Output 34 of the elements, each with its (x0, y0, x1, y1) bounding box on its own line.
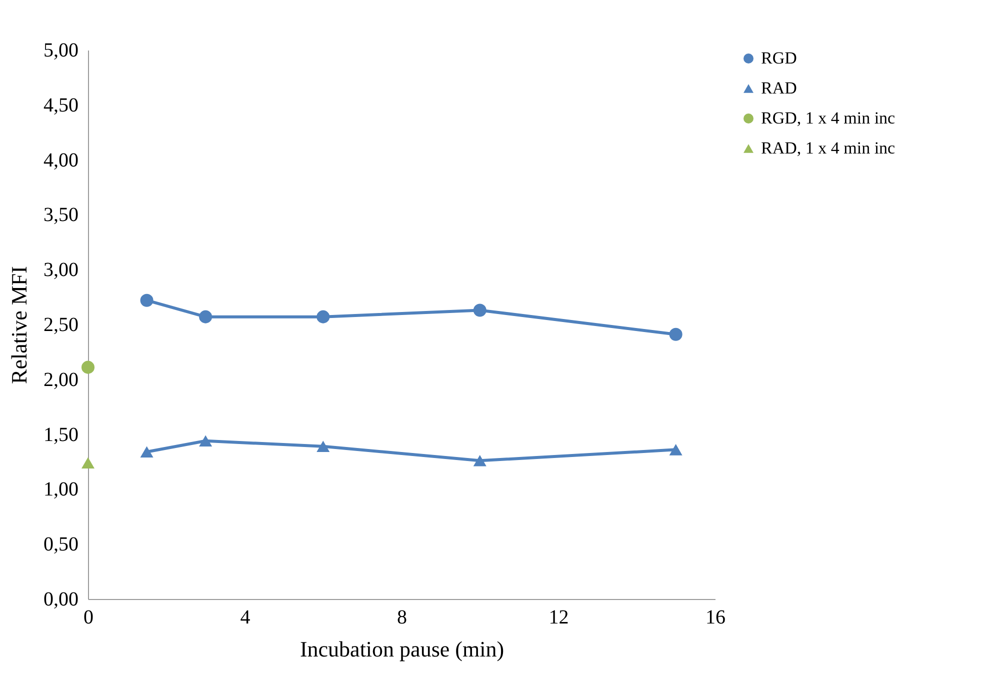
point (199, 435, 212, 447)
point (473, 304, 486, 317)
x-tick-label: 12 (548, 606, 569, 628)
point (199, 310, 212, 324)
y-tick-label: 1,50 (44, 424, 78, 446)
x-tick-label: 8 (397, 606, 407, 628)
legend-label: RAD, 1 x 4 min inc (761, 138, 896, 158)
legend-label: RAD (761, 78, 797, 98)
point (669, 444, 682, 456)
legend-label: RGD (761, 48, 797, 68)
y-tick-label: 1,00 (44, 478, 78, 501)
y-tick-label: 2,00 (44, 368, 78, 391)
point (316, 440, 330, 452)
y-tick-label: 4,00 (44, 149, 78, 172)
y-tick-label: 2,50 (44, 314, 78, 336)
point (140, 446, 154, 458)
y-tick-label: 4,50 (44, 94, 78, 116)
y-tick-label: 0,00 (44, 588, 78, 610)
point (81, 360, 95, 374)
x-tick-label: 4 (240, 606, 250, 628)
point (316, 310, 330, 324)
point (140, 294, 154, 307)
point (81, 457, 95, 468)
legend-label: RGD, 1 x 4 min inc (761, 108, 896, 128)
point (669, 328, 682, 341)
y-tick-label: 0,50 (44, 534, 78, 556)
point (473, 455, 486, 466)
x-tick-label: 16 (706, 606, 726, 628)
y-tick-label: 3,50 (44, 204, 78, 226)
x-axis-title: Incubation pause (min) (300, 636, 504, 662)
y-tick-label: 5,00 (44, 40, 78, 62)
x-tick-label: 0 (84, 606, 94, 628)
y-axis-title: Relative MFI (6, 266, 32, 384)
y-tick-label: 3,00 (44, 259, 78, 282)
